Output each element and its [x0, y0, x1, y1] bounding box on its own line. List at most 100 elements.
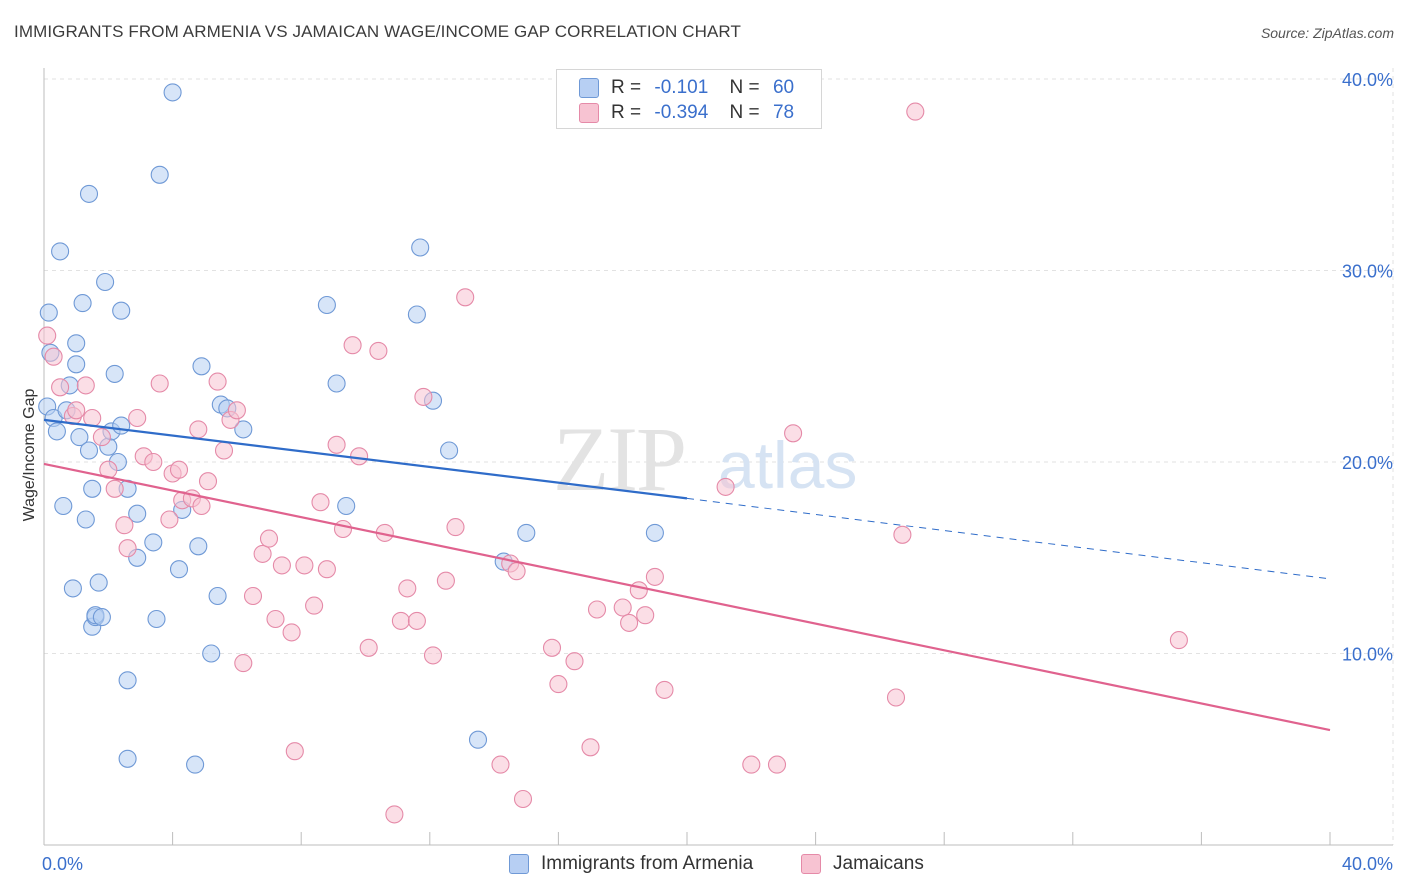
data-point-armenia — [327, 374, 346, 393]
data-point-jamaicans — [327, 435, 346, 454]
data-point-jamaicans — [446, 518, 465, 537]
data-point-jamaicans — [51, 378, 70, 397]
data-point-armenia — [89, 573, 108, 592]
data-point-jamaicans — [645, 567, 664, 586]
data-point-jamaicans — [742, 755, 761, 774]
data-point-armenia — [92, 608, 111, 627]
data-point-jamaicans — [369, 341, 388, 360]
data-point-armenia — [440, 441, 459, 460]
data-point-jamaicans — [784, 424, 803, 443]
data-point-armenia — [202, 644, 221, 663]
chart-title: IMMIGRANTS FROM ARMENIA VS JAMAICAN WAGE… — [14, 22, 741, 41]
data-point-jamaicans — [549, 675, 568, 694]
data-point-jamaicans — [234, 654, 253, 673]
data-point-jamaicans — [243, 586, 263, 606]
data-point-jamaicans — [359, 638, 378, 657]
data-point-jamaicans — [128, 408, 147, 428]
data-point-jamaicans — [507, 562, 526, 581]
data-point-jamaicans — [305, 596, 324, 615]
data-point-jamaicans — [414, 387, 433, 406]
data-point-jamaicans — [169, 460, 189, 479]
tick-labels: 10.0% 20.0% 30.0% 40.0% 0.0% 40.0% — [42, 70, 1393, 874]
data-point-armenia — [39, 303, 58, 322]
y-tick-label: 20.0% — [1342, 453, 1393, 473]
data-point-jamaicans — [311, 493, 330, 512]
data-point-jamaicans — [192, 496, 211, 516]
data-point-jamaicans — [423, 646, 443, 665]
series-jamaicans-points — [38, 102, 1188, 824]
data-point-armenia — [234, 420, 253, 439]
data-point-jamaicans — [115, 516, 134, 535]
data-point-armenia — [63, 579, 82, 598]
data-point-jamaicans — [118, 539, 137, 558]
trend-line-jamaicans — [43, 462, 1331, 732]
data-point-jamaicans — [76, 376, 95, 395]
data-point-armenia — [150, 165, 169, 184]
bottom-legend-label: Jamaicans — [833, 853, 924, 874]
data-point-jamaicans — [198, 472, 218, 491]
data-point-jamaicans — [456, 288, 475, 307]
data-point-armenia — [79, 441, 99, 460]
data-point-jamaicans — [105, 479, 124, 498]
legend-swatch-blue — [579, 78, 599, 98]
data-point-jamaicans — [655, 680, 674, 699]
stats-legend: R = -0.101 N = 60 R = -0.394 N = 78 — [556, 69, 822, 129]
data-point-armenia — [54, 496, 73, 516]
legend-n-value: 78 — [772, 102, 795, 123]
legend-n-value: 60 — [772, 77, 795, 98]
data-point-jamaicans — [398, 579, 417, 598]
y-tick-label: 40.0% — [1342, 70, 1393, 90]
trend-line-armenia-extrapolated — [686, 497, 1331, 580]
data-point-jamaicans — [767, 755, 787, 774]
data-point-jamaicans — [144, 452, 163, 472]
data-point-jamaicans — [317, 560, 336, 579]
series-armenia-points — [38, 83, 664, 774]
data-point-jamaicans — [227, 401, 246, 420]
data-point-jamaicans — [716, 477, 735, 496]
legend-swatch-pink — [579, 103, 599, 123]
data-point-armenia — [118, 671, 137, 690]
y-tick-label: 30.0% — [1342, 262, 1393, 282]
data-point-armenia — [76, 510, 95, 529]
data-point-jamaicans — [343, 336, 362, 355]
data-point-armenia — [645, 523, 664, 542]
data-point-jamaicans — [391, 611, 410, 630]
data-point-jamaicans — [1169, 631, 1188, 650]
data-point-jamaicans — [208, 372, 227, 391]
data-point-armenia — [112, 416, 131, 435]
data-point-armenia — [189, 537, 208, 556]
legend-r-label: R = — [611, 102, 642, 123]
data-point-jamaicans — [189, 420, 208, 439]
data-point-armenia — [517, 523, 536, 542]
data-point-jamaicans — [38, 326, 57, 345]
legend-r-value: -0.101 — [654, 77, 709, 98]
data-point-jamaicans — [272, 556, 291, 575]
x-tick-label: 0.0% — [42, 854, 83, 874]
data-point-jamaicans — [636, 606, 655, 625]
data-point-jamaicans — [613, 598, 632, 617]
data-point-jamaicans — [385, 805, 404, 824]
data-point-armenia — [169, 560, 189, 579]
data-point-armenia — [208, 586, 227, 606]
trend-line-armenia — [43, 418, 688, 500]
data-point-armenia — [70, 428, 89, 447]
data-point-armenia — [337, 496, 356, 516]
data-point-jamaicans — [542, 638, 562, 657]
data-point-jamaicans — [150, 374, 169, 393]
data-point-jamaicans — [886, 688, 906, 707]
data-point-jamaicans — [160, 510, 179, 529]
data-point-jamaicans — [333, 519, 353, 539]
trend-lines — [43, 418, 1331, 732]
x-tick-label: 40.0% — [1342, 854, 1393, 874]
data-point-jamaicans — [350, 447, 369, 466]
data-point-armenia — [47, 422, 66, 441]
data-point-armenia — [105, 364, 124, 383]
data-point-jamaicans — [587, 600, 607, 619]
data-point-armenia — [317, 295, 336, 315]
legend-n-label: N = — [729, 102, 760, 123]
data-point-armenia — [128, 504, 147, 523]
data-point-jamaicans — [629, 581, 648, 600]
legend-r-value: -0.394 — [654, 102, 709, 123]
data-point-jamaicans — [581, 738, 600, 757]
